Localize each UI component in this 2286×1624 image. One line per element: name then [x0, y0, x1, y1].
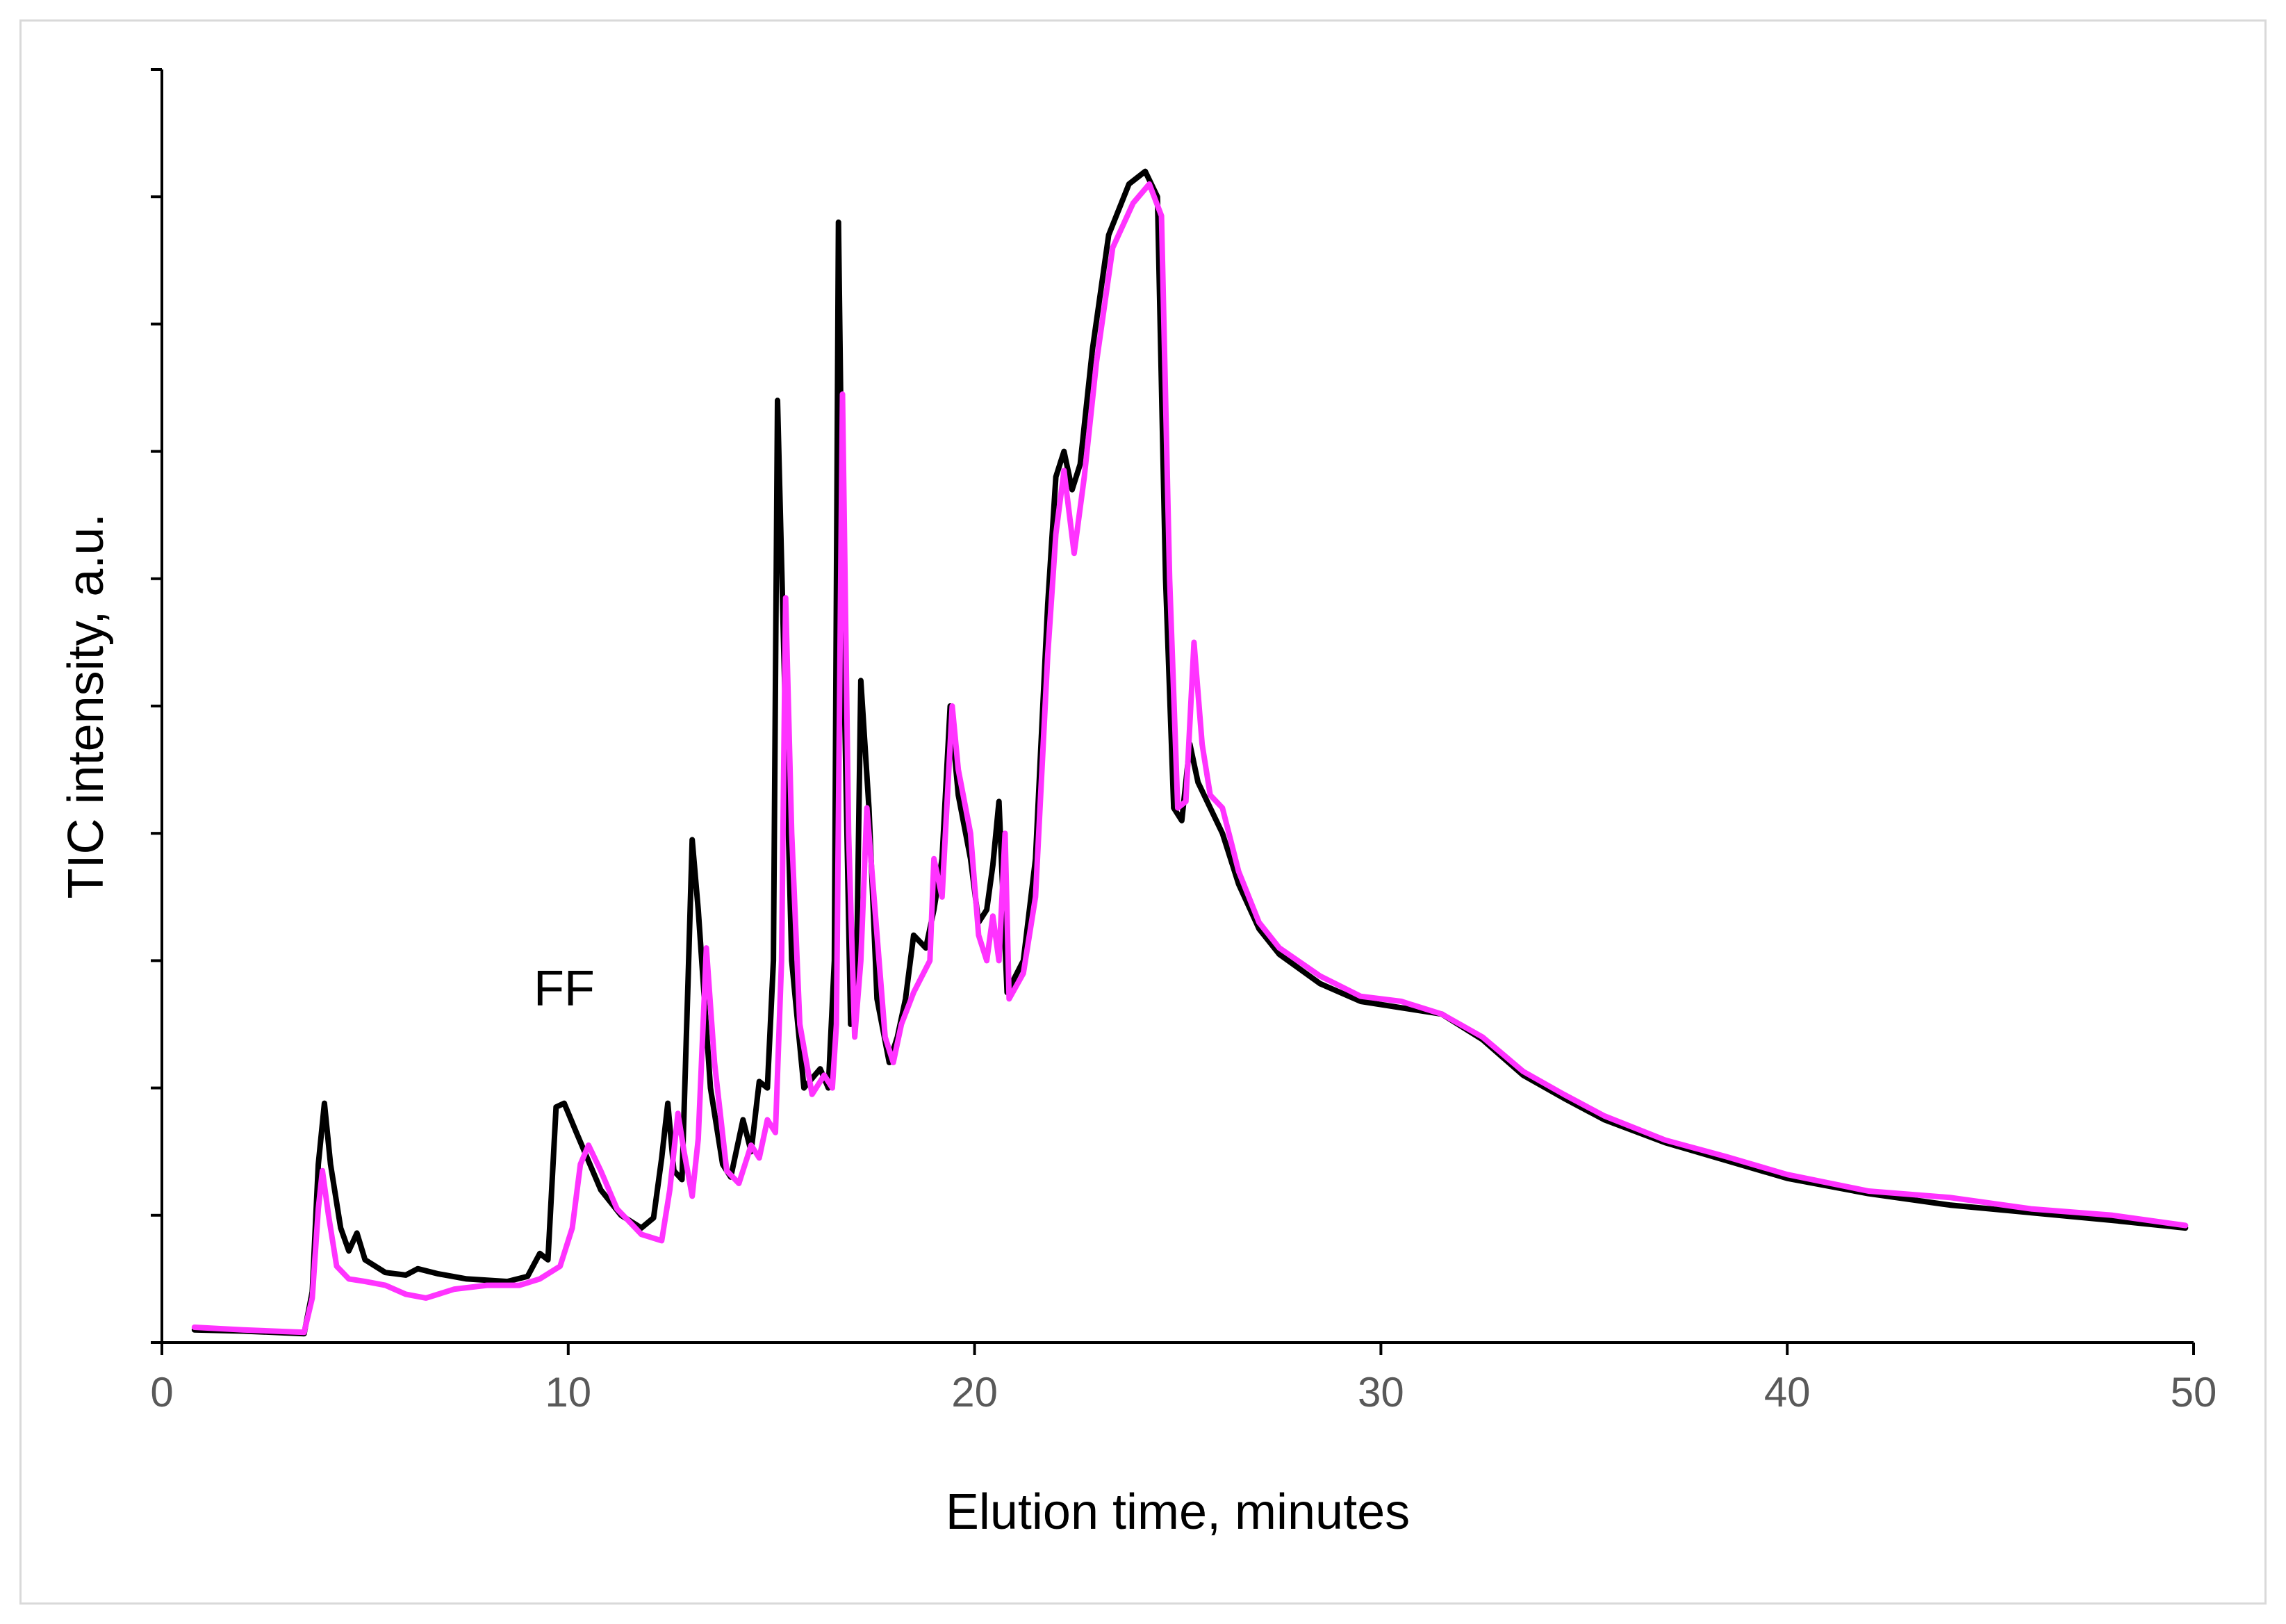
x-tick-label: 10	[545, 1369, 591, 1416]
x-tick-label: 0	[150, 1369, 173, 1416]
x-tick-label: 30	[1358, 1369, 1404, 1416]
series-layer	[191, 168, 2189, 1337]
x-tick-label: 50	[2171, 1369, 2217, 1416]
x-axis-title: Elution time, minutes	[946, 1484, 1410, 1540]
x-tick-label: 40	[1764, 1369, 1811, 1416]
x-tick-label: 20	[951, 1369, 998, 1416]
chart-frame	[19, 19, 2267, 1605]
ff-annotation: FF	[534, 961, 595, 1017]
axes: 0 10 20 30 40 50	[150, 68, 2217, 1416]
y-axis-title: TIC intensity, a.u.	[58, 514, 114, 899]
series-line-magenta	[191, 181, 2189, 1336]
